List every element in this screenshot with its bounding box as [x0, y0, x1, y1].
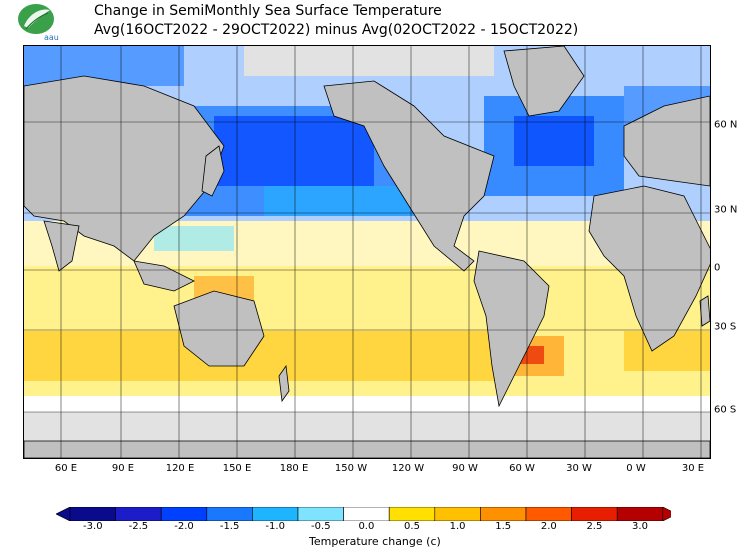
- lon-label-150w: 150 W: [334, 463, 368, 474]
- lon-label-30w: 30 W: [566, 463, 592, 474]
- colorbar-swatch: [571, 507, 618, 521]
- colorbar-swatch: [434, 507, 481, 521]
- lon-label-120e: 120 E: [165, 463, 195, 474]
- colorbar-swatch: [160, 507, 208, 521]
- lat-label-0: 0: [714, 262, 721, 274]
- colorbar-swatch: [297, 507, 344, 521]
- lon-label-90e: 90 E: [111, 463, 135, 474]
- lon-label-30e: 30 E: [681, 463, 705, 474]
- map-title: Change in SemiMonthly Sea Surface Temper…: [94, 2, 578, 40]
- colorbar-tick-label: -3.0: [83, 521, 103, 532]
- sst-map: [23, 45, 711, 459]
- colorbar-swatch: [616, 507, 664, 521]
- colorbar-tick-label: -1.0: [265, 521, 285, 532]
- lon-label-180e: 180 E: [279, 463, 309, 474]
- lon-label-150e: 150 E: [222, 463, 252, 474]
- lon-label-60w: 60 W: [509, 463, 535, 474]
- lat-label-30s: 30 S: [714, 321, 737, 333]
- colorbar-title: Temperature change (c): [309, 535, 441, 548]
- colorbar-tick-label: 0.0: [358, 521, 375, 532]
- colorbar-tick-label: -0.5: [311, 521, 331, 532]
- colorbar: [56, 507, 671, 521]
- colorbar-swatch: [69, 507, 116, 521]
- colorbar-arrow-left: [56, 507, 71, 521]
- colorbar-swatch: [480, 507, 527, 521]
- colorbar-arrow-right: [662, 507, 671, 521]
- colorbar-tick-label: -2.5: [128, 521, 149, 532]
- lon-label-0w: 0 W: [626, 463, 646, 474]
- lon-label-60e: 60 E: [54, 463, 78, 474]
- lat-label-60n: 60 N: [714, 119, 738, 131]
- colorbar-tick-label: 3.0: [632, 521, 648, 532]
- lon-label-120w: 120 W: [391, 463, 425, 474]
- colorbar-tick-label: 2.5: [586, 521, 603, 532]
- colorbar-tick-label: 1.0: [449, 521, 466, 532]
- colorbar-swatch: [206, 507, 253, 521]
- colorbar-tick-label: 2.0: [540, 521, 557, 532]
- title-line-2: Avg(16OCT2022 - 29OCT2022) minus Avg(02O…: [94, 22, 579, 38]
- lat-label-60s: 60 S: [714, 404, 737, 416]
- lon-label-90w: 90 W: [452, 463, 478, 474]
- colorbar-tick-label: 0.5: [404, 521, 420, 532]
- leaf-logo-icon: aau: [18, 4, 59, 42]
- colorbar-swatch: [525, 507, 572, 521]
- title-line-1: Change in SemiMonthly Sea Surface Temper…: [94, 3, 442, 19]
- colorbar-tick-label: -2.0: [174, 521, 194, 532]
- lat-label-30n: 30 N: [714, 204, 738, 216]
- logo-text: aau: [44, 33, 59, 42]
- colorbar-swatch: [388, 507, 436, 521]
- colorbar-swatch: [115, 507, 162, 521]
- colorbar-swatch: [252, 507, 299, 521]
- colorbar-tick-label: -1.5: [219, 521, 240, 532]
- colorbar-swatch: [343, 507, 390, 521]
- map-canvas: [24, 46, 710, 458]
- colorbar-tick-label: 1.5: [495, 521, 512, 532]
